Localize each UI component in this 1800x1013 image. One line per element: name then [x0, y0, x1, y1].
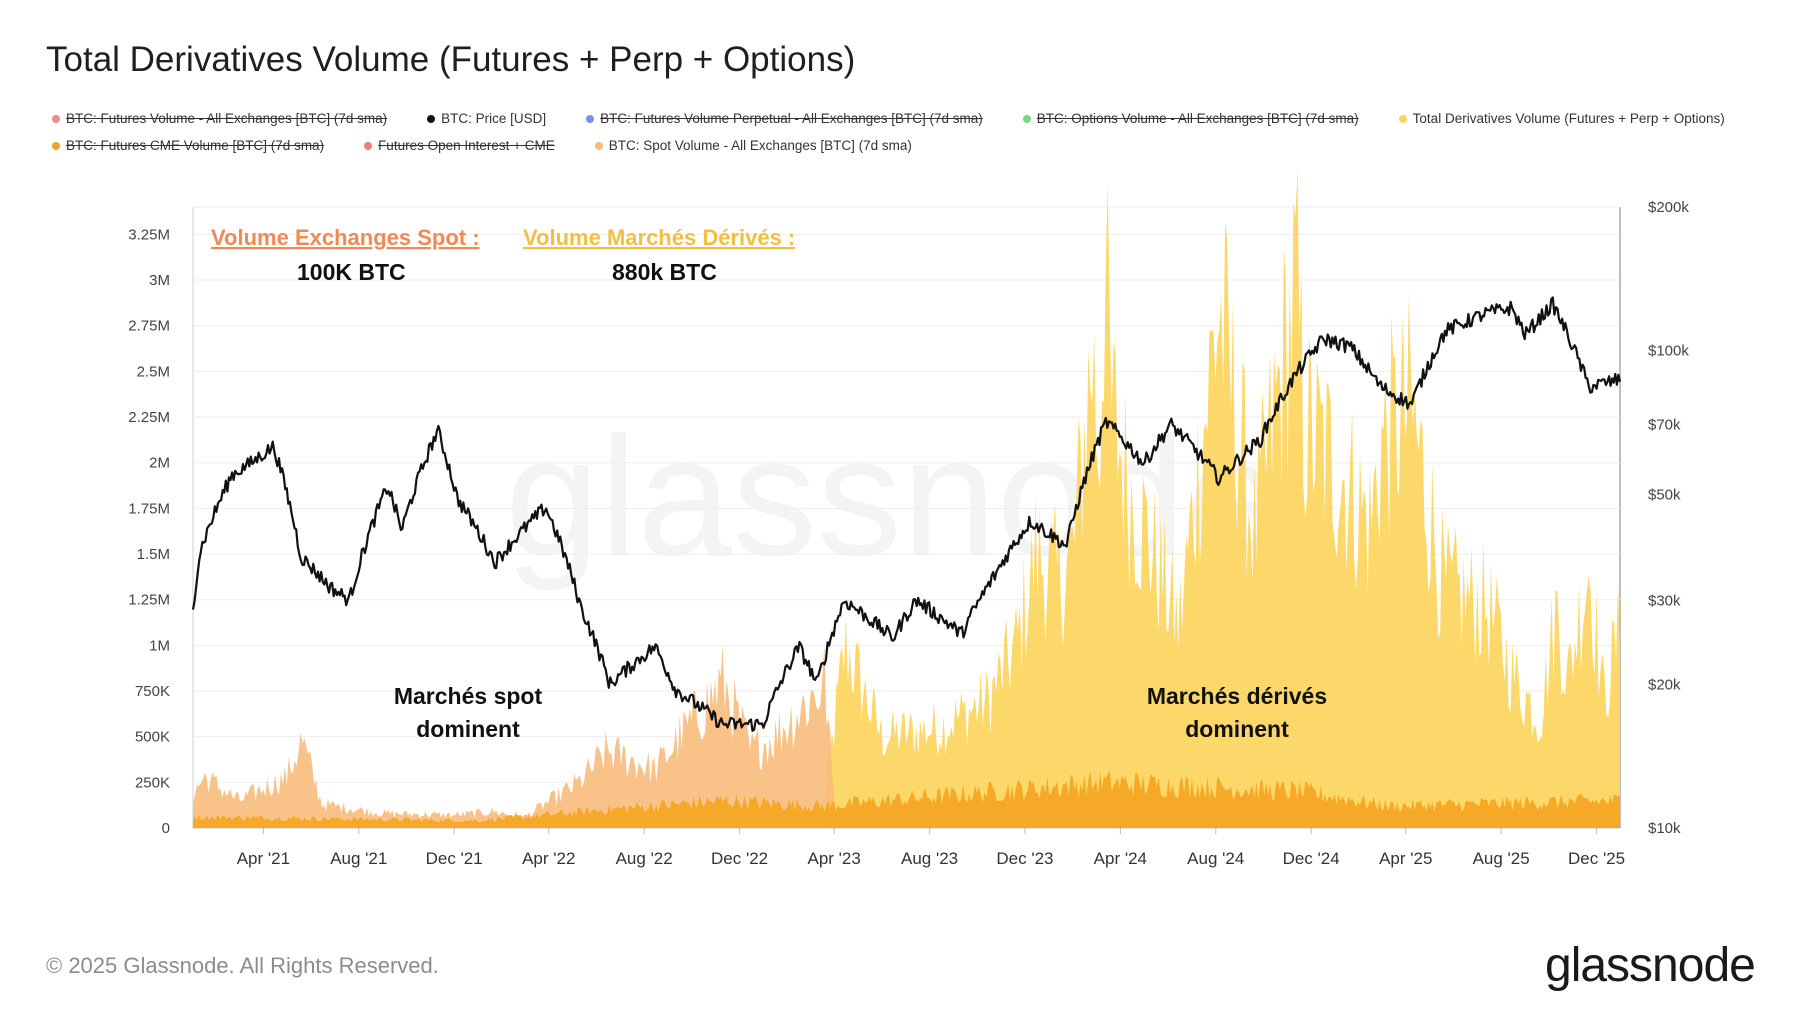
watermark: glassnode — [505, 402, 1280, 592]
y-left-tick-label: 3M — [149, 272, 170, 289]
legend-label: BTC: Futures Volume Perpetual - All Exch… — [600, 111, 983, 126]
x-tick-label: Apr '21 — [237, 849, 290, 868]
y-right-tick-label: $50k — [1648, 486, 1681, 503]
x-tick-label: Apr '22 — [522, 849, 575, 868]
legend-label: BTC: Spot Volume - All Exchanges [BTC] (… — [608, 138, 912, 153]
legend-dot-icon — [1398, 114, 1407, 123]
y-left-tick-label: 500K — [135, 729, 170, 746]
legend-label: BTC: Futures Volume - All Exchanges [BTC… — [66, 111, 388, 126]
y-left-tick-label: 3.25M — [128, 226, 170, 243]
legend-dot-icon — [1022, 114, 1031, 123]
y-left-tick-label: 1M — [149, 637, 170, 654]
copyright-footer: © 2025 Glassnode. All Rights Reserved. — [46, 953, 439, 978]
x-tick-label: Dec '22 — [711, 849, 768, 868]
spot-volume-heading: Volume Exchanges Spot : — [211, 225, 480, 250]
glassnode-logo: glassnode — [1545, 939, 1756, 992]
derivatives-dominant-line1: Marchés dérivés — [1147, 683, 1327, 709]
legend-dot-icon — [586, 114, 595, 123]
spot-volume-value: 100K BTC — [297, 259, 406, 285]
chart-title: Total Derivatives Volume (Futures + Perp… — [46, 40, 856, 79]
legend-item[interactable]: BTC: Futures Volume Perpetual - All Exch… — [586, 111, 983, 126]
y-left-tick-label: 750K — [135, 683, 170, 700]
y-right-tick-label: $20k — [1648, 676, 1681, 693]
y-left-tick-label: 2.5M — [137, 363, 170, 380]
y-right-tick-label: $30k — [1648, 592, 1681, 609]
x-tick-label: Aug '24 — [1187, 849, 1244, 868]
x-tick-label: Apr '25 — [1379, 849, 1432, 868]
legend-dot-icon — [52, 114, 60, 123]
legend-dot-icon — [364, 141, 373, 150]
y-left-tick-label: 1.5M — [137, 546, 170, 563]
legend-label: BTC: Options Volume - All Exchanges [BTC… — [1036, 111, 1359, 126]
y-left-tick-label: 1.25M — [128, 592, 170, 609]
derivatives-volume-heading: Volume Marchés Dérivés : — [523, 225, 795, 250]
annotations: Volume Exchanges Spot : 100K BTC Volume … — [211, 225, 1327, 742]
y-axis-left: 0 250K 500K 750K 1M 1.25M 1.5M 1.75M 2M 2.25M 2.5M… — [128, 226, 170, 837]
legend-label: BTC: Price [USD] — [441, 111, 547, 126]
legend-item[interactable]: Futures Open Interest + CME — [364, 138, 555, 153]
spot-dominant-line2: dominent — [416, 716, 520, 742]
y-axis-right: $10k $20k $30k $50k $70k $100k $200k — [1648, 199, 1689, 837]
price-series — [191, 296, 1622, 732]
derivatives-volume-value: 880k BTC — [612, 259, 717, 285]
legend-item[interactable]: BTC: Spot Volume - All Exchanges [BTC] (… — [594, 138, 912, 153]
y-left-tick-label: 2.25M — [128, 409, 170, 426]
y-left-tick-label: 250K — [135, 774, 170, 791]
y-right-tick-label: $100k — [1648, 343, 1689, 360]
legend-item[interactable]: BTC: Price [USD] — [427, 111, 546, 126]
legend-item[interactable]: BTC: Options Volume - All Exchanges [BTC… — [1022, 111, 1359, 126]
y-left-tick-label: 2.75M — [128, 318, 170, 335]
y-right-tick-label: $10k — [1648, 820, 1681, 837]
y-right-tick-label: $200k — [1648, 199, 1689, 216]
x-tick-label: Dec '24 — [1283, 849, 1340, 868]
y-left-tick-label: 2M — [149, 455, 170, 472]
spot-dominant-line1: Marchés spot — [394, 683, 543, 709]
legend-dot-icon — [594, 141, 603, 150]
derivatives-dominant-line2: dominent — [1185, 716, 1289, 742]
legend-item[interactable]: Total Derivatives Volume (Futures + Perp… — [1398, 111, 1725, 126]
x-tick-label: Dec '23 — [996, 849, 1053, 868]
x-tick-label: Aug '25 — [1473, 849, 1530, 868]
btc-price-line — [191, 296, 1622, 732]
legend-dot-icon — [427, 114, 436, 123]
x-tick-label: Aug '21 — [330, 849, 387, 868]
x-tick-label: Apr '24 — [1094, 849, 1147, 868]
legend: BTC: Futures Volume - All Exchanges [BTC… — [52, 111, 1752, 153]
cme-volume-area — [193, 770, 1620, 828]
x-tick-label: Apr '23 — [808, 849, 861, 868]
x-tick-label: Aug '22 — [616, 849, 673, 868]
x-tick-label: Dec '21 — [426, 849, 483, 868]
y-left-tick-label: 1.75M — [128, 500, 170, 517]
legend-item[interactable]: BTC: Futures Volume - All Exchanges [BTC… — [52, 111, 387, 126]
area-series — [193, 167, 1620, 828]
y-left-tick-label: 0 — [162, 820, 170, 837]
legend-item[interactable]: BTC: Futures CME Volume [BTC] (7d sma) — [52, 138, 324, 153]
x-axis: Apr '21 Aug '21 Dec '21 Apr '22 Aug '22 Dec '… — [237, 828, 1625, 868]
legend-dot-icon — [52, 141, 60, 150]
derivatives-volume-area — [193, 167, 1620, 828]
legend-label: BTC: Futures CME Volume [BTC] (7d sma) — [66, 138, 325, 153]
x-tick-label: Aug '23 — [901, 849, 958, 868]
x-tick-label: Dec '25 — [1568, 849, 1625, 868]
spot-volume-area — [193, 643, 835, 828]
legend-label: Total Derivatives Volume (Futures + Perp… — [1412, 111, 1725, 126]
legend-label: Futures Open Interest + CME — [378, 138, 555, 153]
y-right-tick-label: $70k — [1648, 417, 1681, 434]
